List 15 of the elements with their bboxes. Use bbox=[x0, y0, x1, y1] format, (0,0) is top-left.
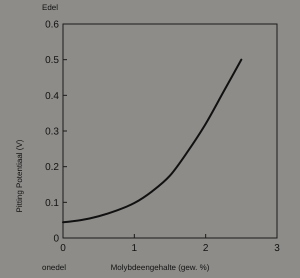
y-tick-label: 0.3 bbox=[45, 126, 60, 138]
y-axis-title: Pitting Potentiaal (V) bbox=[15, 139, 24, 212]
y-tick-label: 0.1 bbox=[45, 198, 60, 209]
text: onedel bbox=[42, 263, 66, 272]
x-tick-label: 0 bbox=[60, 243, 66, 254]
y-tick-label: 0.5 bbox=[45, 55, 60, 66]
x-tick-label: 3 bbox=[274, 243, 280, 254]
x-tick-label: 2 bbox=[202, 243, 209, 254]
x-tick-label: 1 bbox=[132, 243, 138, 254]
y-tick-label: 0.2 bbox=[45, 162, 60, 174]
y-tick-label: 0 bbox=[53, 234, 60, 244]
x-axis-title: Molybdeengehalte (gew. %) bbox=[110, 263, 210, 272]
y-tick-label: 0.4 bbox=[45, 90, 60, 102]
text: Edel bbox=[42, 3, 58, 12]
y-tick-label: 0.6 bbox=[45, 20, 60, 30]
